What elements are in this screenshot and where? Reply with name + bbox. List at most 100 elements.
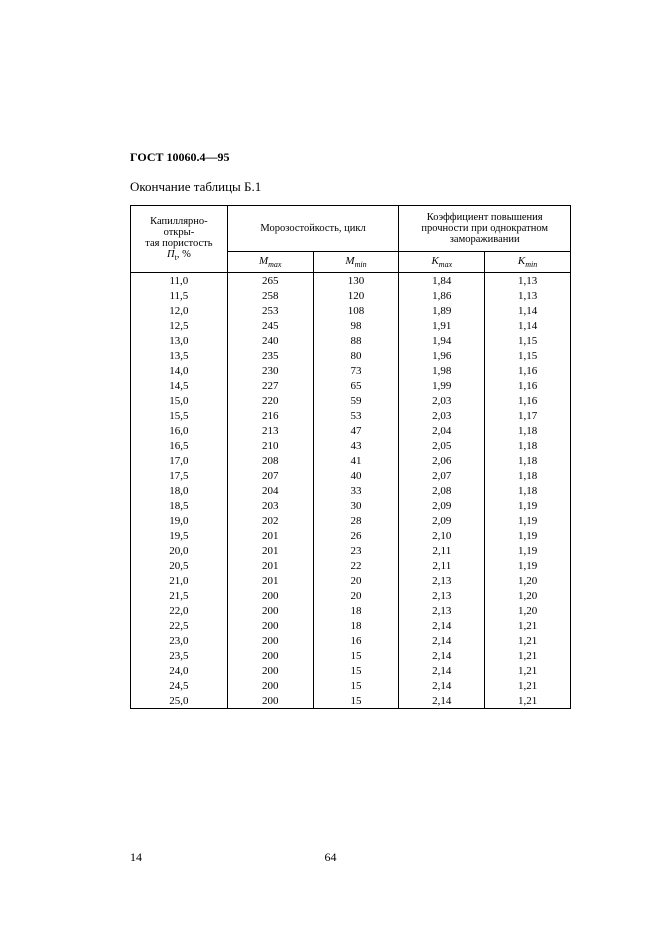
table-cell: 22,0 (131, 603, 228, 618)
table-cell: 1,89 (399, 303, 485, 318)
table-row: 15,0220592,031,16 (131, 393, 571, 408)
table-cell: 2,10 (399, 528, 485, 543)
table-row: 23,5200152,141,21 (131, 648, 571, 663)
table-cell: 210 (227, 438, 313, 453)
document-page: ГОСТ 10060.4—95 Окончание таблицы Б.1 Ка… (0, 0, 661, 935)
table-cell: 40 (313, 468, 399, 483)
table-cell: 201 (227, 558, 313, 573)
table-cell: 1,84 (399, 273, 485, 289)
header-col1-l2: тая пористость (145, 238, 212, 249)
table-cell: 33 (313, 483, 399, 498)
table-cell: 120 (313, 288, 399, 303)
table-row: 11,52581201,861,13 (131, 288, 571, 303)
table-cell: 1,18 (485, 468, 571, 483)
header-m-max: Mmax (227, 252, 313, 273)
table-cell: 1,14 (485, 303, 571, 318)
table-cell: 18 (313, 603, 399, 618)
table-cell: 201 (227, 528, 313, 543)
table-cell: 13,0 (131, 333, 228, 348)
table-cell: 1,20 (485, 573, 571, 588)
table-cell: 28 (313, 513, 399, 528)
table-row: 14,5227651,991,16 (131, 378, 571, 393)
table-cell: 24,5 (131, 678, 228, 693)
table-cell: 258 (227, 288, 313, 303)
document-id: ГОСТ 10060.4—95 (130, 150, 571, 165)
table-cell: 201 (227, 543, 313, 558)
table-cell: 2,05 (399, 438, 485, 453)
table-cell: 2,14 (399, 648, 485, 663)
table-row: 16,5210432,051,18 (131, 438, 571, 453)
table-row: 24,5200152,141,21 (131, 678, 571, 693)
table-cell: 2,04 (399, 423, 485, 438)
table-cell: 213 (227, 423, 313, 438)
table-cell: 12,0 (131, 303, 228, 318)
table-cell: 2,06 (399, 453, 485, 468)
table-cell: 200 (227, 663, 313, 678)
table-row: 17,0208412,061,18 (131, 453, 571, 468)
table-cell: 14,0 (131, 363, 228, 378)
table-cell: 26 (313, 528, 399, 543)
table-cell: 108 (313, 303, 399, 318)
table-cell: 53 (313, 408, 399, 423)
table-row: 20,5201222,111,19 (131, 558, 571, 573)
table-cell: 200 (227, 603, 313, 618)
table-row: 16,0213472,041,18 (131, 423, 571, 438)
table-row: 19,5201262,101,19 (131, 528, 571, 543)
table-cell: 1,13 (485, 273, 571, 289)
table-cell: 17,0 (131, 453, 228, 468)
header-m-min: Mmin (313, 252, 399, 273)
table-cell: 59 (313, 393, 399, 408)
table-cell: 11,5 (131, 288, 228, 303)
table-row: 22,0200182,131,20 (131, 603, 571, 618)
min-sub-1: min (355, 260, 367, 269)
table-cell: 23 (313, 543, 399, 558)
table-cell: 253 (227, 303, 313, 318)
table-cell: 203 (227, 498, 313, 513)
table-cell: 200 (227, 618, 313, 633)
table-cell: 73 (313, 363, 399, 378)
table-cell: 2,14 (399, 693, 485, 709)
min-sub-2: min (525, 260, 537, 269)
table-cell: 2,07 (399, 468, 485, 483)
header-col1-l1: Капиллярно-откры- (150, 216, 208, 238)
table-cell: 1,18 (485, 438, 571, 453)
m-sym-2: M (345, 255, 354, 267)
table-cell: 16 (313, 633, 399, 648)
table-cell: 30 (313, 498, 399, 513)
table-row: 13,0240881,941,15 (131, 333, 571, 348)
table-cell: 1,21 (485, 648, 571, 663)
table-cell: 1,99 (399, 378, 485, 393)
table-cell: 1,18 (485, 483, 571, 498)
table-cell: 265 (227, 273, 313, 289)
header-g3-l1: Коэффициент повышения (427, 212, 543, 223)
header-group3: Коэффициент повышения прочности при одно… (399, 206, 571, 252)
header-col1-unit: , % (177, 249, 191, 260)
table-cell: 1,17 (485, 408, 571, 423)
table-cell: 200 (227, 633, 313, 648)
table-row: 25,0200152,141,21 (131, 693, 571, 709)
table-cell: 13,5 (131, 348, 228, 363)
table-cell: 1,94 (399, 333, 485, 348)
table-cell: 21,0 (131, 573, 228, 588)
table-cell: 1,19 (485, 543, 571, 558)
header-g3-l3: замораживании (450, 234, 520, 245)
table-row: 12,5245981,911,14 (131, 318, 571, 333)
table-cell: 1,19 (485, 558, 571, 573)
table-cell: 18,0 (131, 483, 228, 498)
header-g3-l2: прочности при однократном (421, 223, 548, 234)
table-cell: 216 (227, 408, 313, 423)
table-cell: 24,0 (131, 663, 228, 678)
table-cell: 2,09 (399, 513, 485, 528)
table-cell: 19,0 (131, 513, 228, 528)
table-cell: 2,08 (399, 483, 485, 498)
table-row: 19,0202282,091,19 (131, 513, 571, 528)
header-col1: Капиллярно-откры- тая пористость Пt, % (131, 206, 228, 273)
table-cell: 15,5 (131, 408, 228, 423)
table-header: Капиллярно-откры- тая пористость Пt, % М… (131, 206, 571, 273)
table-row: 20,0201232,111,19 (131, 543, 571, 558)
table-cell: 200 (227, 648, 313, 663)
table-cell: 200 (227, 678, 313, 693)
table-cell: 2,09 (399, 498, 485, 513)
table-row: 15,5216532,031,17 (131, 408, 571, 423)
table-cell: 1,13 (485, 288, 571, 303)
